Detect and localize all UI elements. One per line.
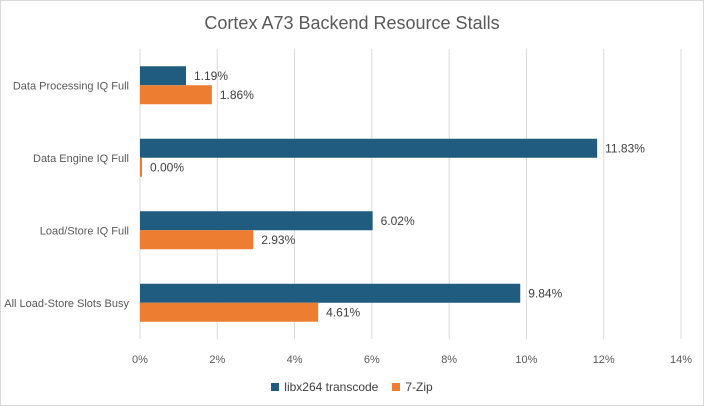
bar: [140, 66, 186, 86]
chart-legend: libx264 transcode 7-Zip: [1, 380, 703, 394]
data-label: 4.61%: [326, 305, 360, 319]
legend-label-libx264: libx264 transcode: [284, 380, 379, 394]
data-label: 1.19%: [194, 69, 228, 83]
bar: [140, 138, 598, 158]
bar: [140, 283, 521, 303]
x-tick-label: 2%: [209, 354, 225, 366]
legend-swatch-7zip: [392, 383, 401, 391]
data-label: 9.84%: [528, 286, 562, 300]
category-label: Load/Store IQ Full: [40, 225, 129, 237]
legend-swatch-libx264: [271, 383, 280, 391]
x-tick-label: 14%: [670, 354, 692, 366]
x-tick-label: 12%: [593, 354, 615, 366]
x-tick-label: 10%: [515, 354, 537, 366]
legend-item-libx264[interactable]: libx264 transcode: [271, 380, 378, 394]
x-tick-label: 0%: [132, 354, 148, 366]
bar: [140, 230, 254, 250]
bar: [140, 157, 142, 177]
bar: [140, 211, 373, 231]
bar: [140, 302, 319, 322]
legend-item-7zip[interactable]: 7-Zip: [392, 380, 433, 394]
data-label: 11.83%: [605, 141, 645, 155]
data-label: 0.00%: [150, 160, 184, 174]
legend-label-7zip: 7-Zip: [405, 380, 433, 394]
data-label: 6.02%: [381, 214, 415, 228]
data-label: 1.86%: [220, 88, 254, 102]
chart-title: Cortex A73 Backend Resource Stalls: [204, 13, 500, 33]
category-label: Data Processing IQ Full: [13, 80, 129, 92]
category-label: Data Engine IQ Full: [33, 153, 129, 165]
data-label: 2.93%: [261, 233, 295, 247]
x-tick-label: 4%: [287, 354, 303, 366]
x-tick-label: 6%: [364, 354, 380, 366]
category-label: All Load-Store Slots Busy: [4, 298, 129, 310]
bar: [140, 85, 212, 105]
x-tick-label: 8%: [441, 354, 457, 366]
